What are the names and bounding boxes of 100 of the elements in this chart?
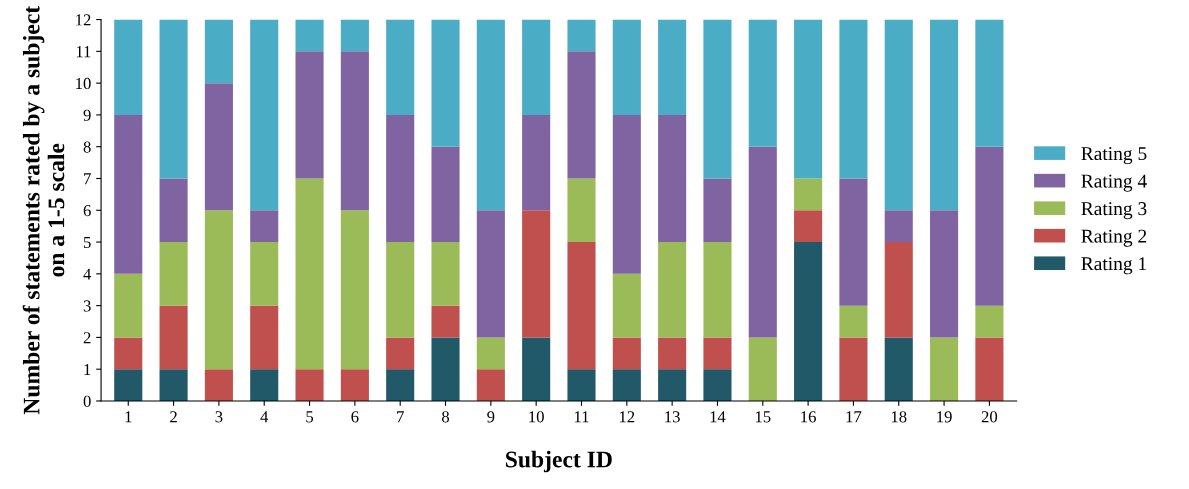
bar: [159, 242, 188, 306]
legend-label: Rating 3: [1081, 202, 1147, 220]
y-tick-label: 11: [76, 46, 91, 58]
bar: [114, 19, 143, 115]
bar: [159, 369, 188, 401]
bar: [975, 19, 1004, 147]
bar: [930, 19, 959, 211]
bar: [114, 337, 143, 370]
y-tick-label: 2: [83, 332, 91, 344]
bar: [794, 19, 823, 179]
x-tick-label: 16: [801, 411, 816, 423]
bar: [522, 337, 551, 401]
bar: [114, 273, 143, 338]
x-tick-label: 17: [846, 411, 862, 423]
bar: [658, 242, 687, 338]
x-tick-label: 18: [891, 411, 907, 423]
bar: [748, 337, 777, 401]
bar: [204, 19, 233, 84]
x-tick-label: 7: [397, 411, 404, 423]
x-tick-label: 20: [981, 411, 998, 423]
bar: [250, 242, 279, 306]
bar: [839, 305, 868, 338]
bar: [204, 83, 233, 211]
bar: [431, 305, 460, 338]
bar: [567, 369, 596, 401]
bar: [567, 242, 596, 370]
bar: [340, 210, 369, 370]
y-tick-label: 3: [83, 300, 91, 312]
bar: [703, 369, 732, 401]
bar: [522, 114, 551, 211]
x-tick-label: 11: [574, 411, 589, 423]
bar: [612, 369, 641, 401]
y-tick-label: 12: [76, 14, 91, 26]
x-tick-label: 6: [351, 411, 359, 423]
bar: [839, 19, 868, 179]
y-tick-label: 5: [83, 236, 91, 248]
bar: [431, 146, 460, 243]
bar: [794, 242, 823, 401]
bar: [839, 178, 868, 306]
x-tick-label: 13: [665, 411, 680, 423]
bar: [431, 337, 460, 401]
bar: [658, 19, 687, 115]
bar: [794, 210, 823, 243]
bar: [522, 19, 551, 115]
bar: [159, 178, 188, 243]
bar: [159, 305, 188, 370]
bar: [476, 337, 505, 370]
bar: [975, 337, 1004, 401]
bar: [431, 242, 460, 306]
bar: [386, 242, 415, 338]
y-tick-label: 6: [83, 205, 91, 217]
y-tick-label: 0: [83, 395, 91, 407]
y-axis-title: Number of statements rated by a subject on a 1-5 scale: [22, 5, 65, 415]
bar: [204, 369, 233, 401]
bar: [114, 369, 143, 401]
bar: [975, 146, 1004, 306]
legend-label: Rating 2: [1081, 229, 1147, 247]
x-axis-title: Subject ID: [505, 450, 612, 473]
bar: [884, 210, 913, 243]
bar: [884, 242, 913, 338]
bar: [975, 305, 1004, 338]
bar: [567, 51, 596, 179]
x-tick-label: 10: [529, 411, 544, 423]
bar: [612, 114, 641, 274]
bar: [884, 19, 913, 211]
bar: [159, 19, 188, 179]
x-tick-label: 12: [619, 411, 635, 423]
bar: [930, 337, 959, 401]
bar: [567, 19, 596, 52]
bar: [250, 305, 279, 370]
y-tick-label: 9: [83, 109, 91, 121]
bar: [839, 337, 868, 401]
bar: [295, 19, 324, 52]
x-tick-label: 8: [441, 411, 450, 423]
x-tick-label: 4: [260, 411, 269, 423]
y-tick-label: 7: [84, 173, 91, 185]
bar: [748, 19, 777, 147]
bar: [340, 19, 369, 52]
bar: [476, 369, 505, 401]
bar: [703, 19, 732, 179]
x-tick-label: 19: [937, 411, 952, 423]
bar: [340, 369, 369, 401]
bar: [794, 178, 823, 211]
legend-label: Rating 4: [1081, 174, 1147, 192]
bar: [476, 210, 505, 338]
x-tick-label: 5: [306, 411, 314, 423]
y-tick-label: 4: [83, 268, 92, 280]
bar: [295, 369, 324, 401]
bar: [930, 210, 959, 338]
bar: [612, 337, 641, 370]
bar: [114, 114, 143, 274]
bar: [295, 178, 324, 370]
bar: [250, 369, 279, 401]
bar: [522, 210, 551, 338]
bar: [431, 19, 460, 147]
bar: [703, 337, 732, 370]
bar: [612, 273, 641, 338]
x-tick-label: 2: [170, 411, 177, 423]
bar: [476, 19, 505, 211]
bar: [703, 242, 732, 338]
